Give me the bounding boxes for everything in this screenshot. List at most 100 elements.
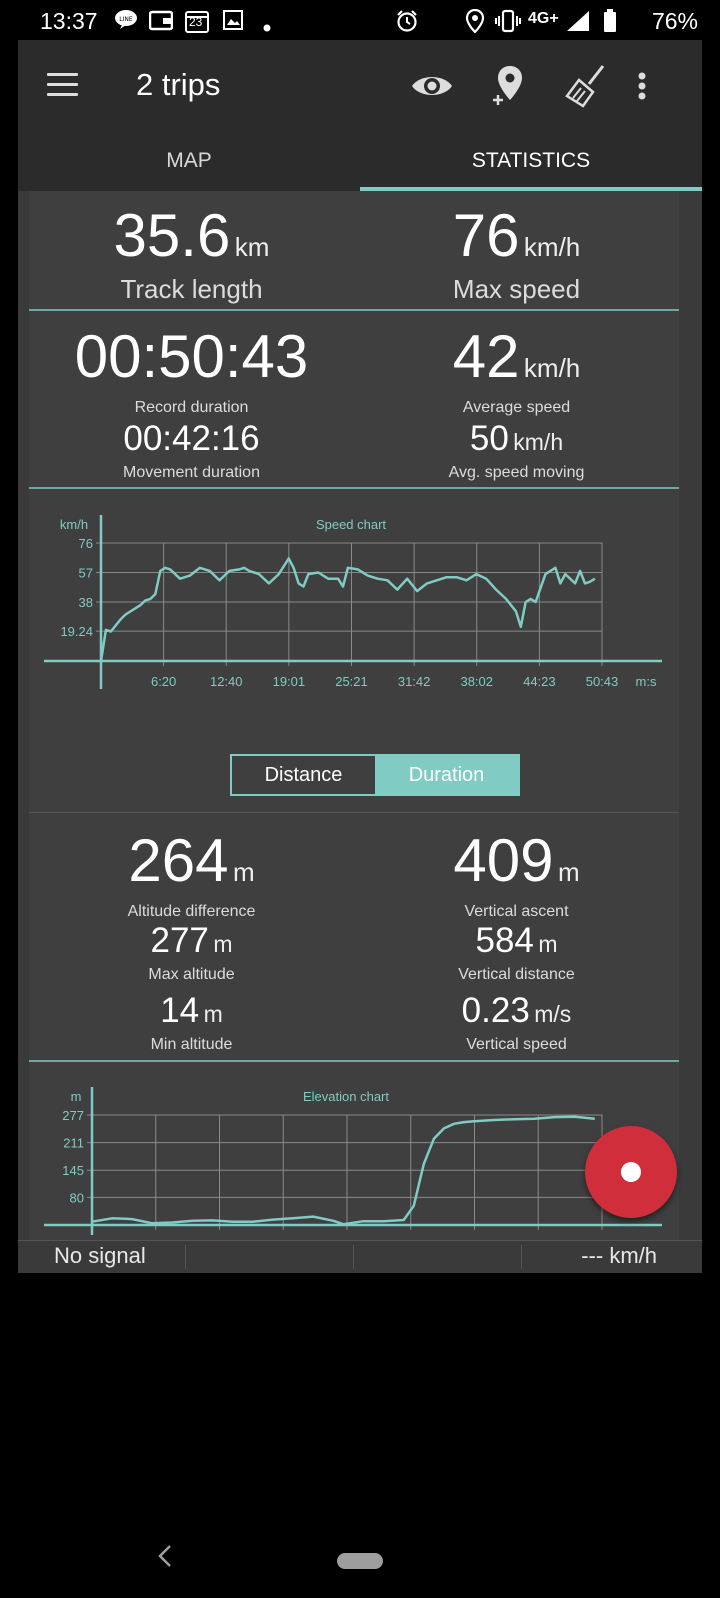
max-speed-label: Max speed xyxy=(452,274,581,304)
signal-icon xyxy=(565,9,591,38)
y-axis-label: km/h xyxy=(60,517,88,532)
min-altitude-unit: m xyxy=(203,1001,223,1027)
vertical-ascent-label: Vertical ascent xyxy=(464,903,569,920)
max-altitude-unit: m xyxy=(213,931,233,957)
record-button[interactable] xyxy=(585,1126,677,1218)
movement-duration-stat: 00:42:16 Movement duration xyxy=(29,421,354,482)
x-tick-label: 38:02 xyxy=(460,674,493,689)
tab-indicator xyxy=(360,187,702,191)
record-duration-label: Record duration xyxy=(134,399,249,416)
record-duration-stat: 00:50:43 Record duration xyxy=(29,327,354,417)
gps-status-bar: No signal --- km/h xyxy=(18,1240,702,1273)
divider xyxy=(29,309,679,311)
vertical-speed-unit: m/s xyxy=(534,1001,572,1027)
x-tick-label: 6:20 xyxy=(151,674,176,689)
distance-toggle-button[interactable]: Distance xyxy=(264,764,343,786)
altitude-difference-label: Altitude difference xyxy=(127,903,256,920)
min-altitude-label: Min altitude xyxy=(150,1036,233,1053)
x-tick-label: 44:23 xyxy=(523,674,556,689)
altitude-difference-value: 264 xyxy=(128,827,229,894)
vertical-distance-label: Vertical distance xyxy=(458,966,575,983)
avg-speed-moving-value: 50 xyxy=(469,419,509,458)
track-length-unit: km xyxy=(234,232,270,262)
y-tick-label: 211 xyxy=(63,1136,84,1151)
chart-title: Speed chart xyxy=(316,517,386,532)
max-speed-stat: 76 km/h Max speed xyxy=(354,206,679,305)
x-tick-label: 19:01 xyxy=(273,674,306,689)
series-line xyxy=(91,1115,595,1226)
tab-map[interactable]: MAP xyxy=(166,149,212,172)
y-axis-label: m xyxy=(71,1089,82,1104)
notification-dot-icon xyxy=(263,16,271,37)
signal-status: No signal xyxy=(54,1243,146,1268)
svg-text:LINE: LINE xyxy=(119,16,133,23)
current-speed: --- km/h xyxy=(581,1243,657,1268)
vertical-speed-label: Vertical speed xyxy=(466,1036,567,1053)
app-window: 2 trips MAP STATISTICS 35.6 km Track len… xyxy=(18,40,702,1272)
vertical-speed-stat: 0.23 m/s Vertical speed xyxy=(354,993,679,1054)
y-tick-label: 57 xyxy=(79,566,93,581)
gallery-icon xyxy=(222,9,244,36)
altitude-difference-unit: m xyxy=(232,857,255,887)
y-tick-label: 19.24 xyxy=(60,624,93,639)
max-altitude-label: Max altitude xyxy=(148,966,235,983)
location-status-icon xyxy=(465,8,485,38)
more-vert-icon[interactable] xyxy=(630,62,654,110)
x-tick-label: 12:40 xyxy=(210,674,243,689)
altitude-difference-stat: 264 m Altitude difference xyxy=(29,831,354,921)
vertical-distance-value: 584 xyxy=(475,921,534,960)
divider xyxy=(29,812,679,813)
average-speed-unit: km/h xyxy=(523,353,581,383)
vertical-ascent-stat: 409 m Vertical ascent xyxy=(354,831,679,921)
track-length-label: Track length xyxy=(120,274,263,304)
y-tick-label: 80 xyxy=(70,1190,84,1205)
y-tick-label: 277 xyxy=(62,1108,84,1123)
track-length-value: 35.6 xyxy=(113,202,231,269)
avg-speed-moving-unit: km/h xyxy=(513,429,564,455)
average-speed-label: Average speed xyxy=(462,399,571,416)
chart-title: Elevation chart xyxy=(303,1089,389,1104)
max-speed-unit: km/h xyxy=(523,232,581,262)
x-tick-label: 50:43 xyxy=(586,674,619,689)
eye-icon[interactable] xyxy=(408,62,456,110)
vibrate-icon xyxy=(495,9,521,38)
vertical-ascent-unit: m xyxy=(557,857,580,887)
line-app-icon: LINE xyxy=(114,9,138,34)
broom-icon[interactable] xyxy=(563,62,611,110)
separator xyxy=(353,1245,354,1269)
wallet-icon xyxy=(148,9,174,36)
speed-chart: 6:20 12:40 19:01 25:21 31:42 38:02 44:23 50:43 1… xyxy=(44,515,662,689)
back-nav-icon[interactable] xyxy=(157,1544,173,1568)
record-dot-icon xyxy=(621,1162,641,1182)
status-time: 13:37 xyxy=(40,8,98,34)
vertical-ascent-value: 409 xyxy=(453,827,554,894)
vertical-speed-value: 0.23 xyxy=(461,991,530,1030)
average-speed-value: 42 xyxy=(452,323,520,390)
avg-speed-moving-label: Avg. speed moving xyxy=(448,464,585,481)
menu-icon[interactable] xyxy=(47,73,78,96)
average-speed-stat: 42 km/h Average speed xyxy=(354,327,679,417)
vertical-distance-unit: m xyxy=(538,931,558,957)
tab-statistics[interactable]: STATISTICS xyxy=(471,149,591,172)
status-bar: 13:37 LINE 23 4G+ 76% xyxy=(0,0,720,40)
x-tick-label: 31:42 xyxy=(398,674,431,689)
home-nav-pill[interactable] xyxy=(337,1553,383,1569)
tab-bar: MAP STATISTICS xyxy=(18,131,702,191)
divider xyxy=(29,1060,679,1062)
calendar-day: 23 xyxy=(189,15,203,29)
add-location-icon[interactable] xyxy=(484,62,532,110)
page-title: 2 trips xyxy=(136,67,221,102)
app-bar: 2 trips xyxy=(18,40,702,131)
calendar-icon: 23 xyxy=(184,9,210,38)
separator xyxy=(521,1245,522,1269)
vertical-distance-stat: 584 m Vertical distance xyxy=(354,923,679,984)
y-tick-label: 145 xyxy=(62,1163,84,1178)
distance-duration-toggle: Distance Duration xyxy=(230,754,520,796)
min-altitude-stat: 14 m Min altitude xyxy=(29,993,354,1054)
max-speed-value: 76 xyxy=(452,202,520,269)
divider xyxy=(29,487,679,489)
record-duration-value: 00:50:43 xyxy=(74,323,309,390)
separator xyxy=(185,1245,186,1269)
movement-duration-value: 00:42:16 xyxy=(123,419,260,458)
duration-toggle-button[interactable]: Duration xyxy=(375,756,518,794)
